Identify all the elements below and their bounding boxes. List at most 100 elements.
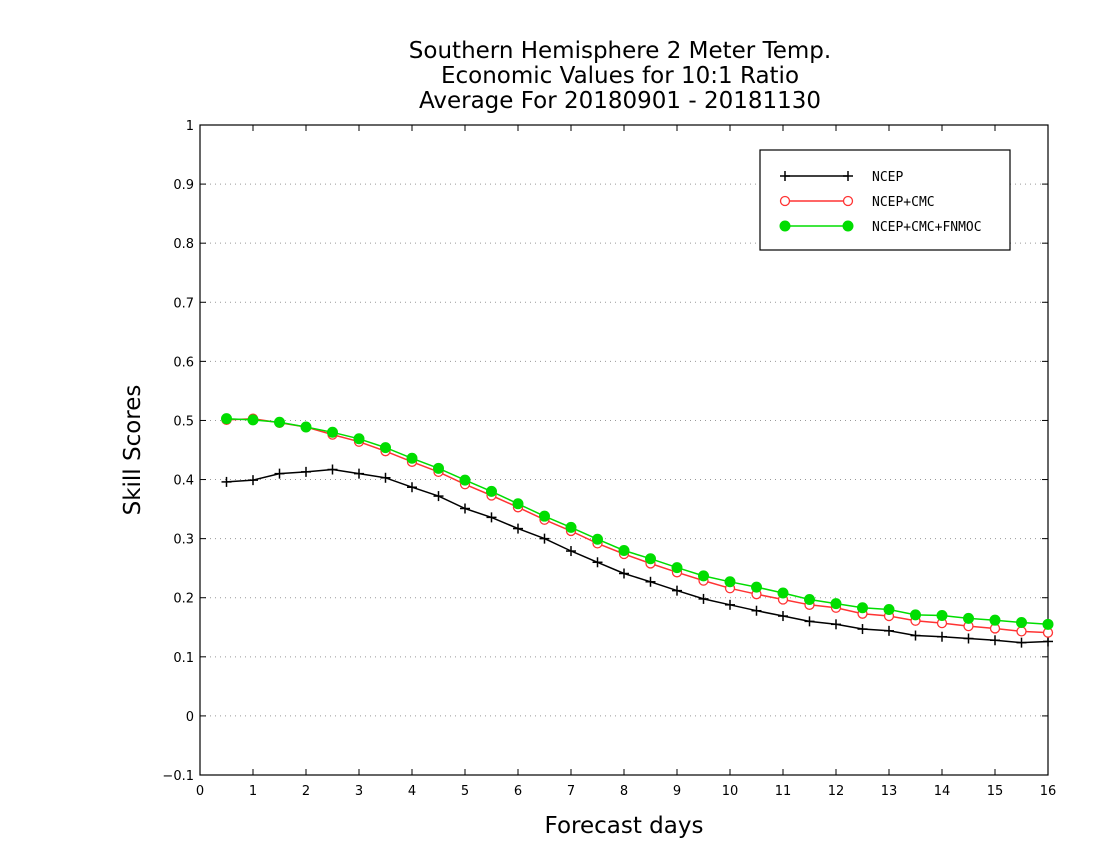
data-point xyxy=(751,605,762,616)
x-tick-label: 11 xyxy=(775,784,792,799)
x-tick-label: 4 xyxy=(408,784,416,799)
data-point xyxy=(751,581,762,593)
data-point xyxy=(513,523,523,534)
series-ncep xyxy=(221,464,1053,648)
x-tick-label: 8 xyxy=(620,784,628,799)
legend-label: NCEP+CMC+FNMOC xyxy=(872,220,982,235)
y-tick-label: 0.8 xyxy=(173,237,194,252)
data-point xyxy=(645,576,656,587)
data-point xyxy=(619,568,629,579)
chart-title-line: Economic Values for 10:1 Ratio xyxy=(441,63,799,89)
x-tick-label: 16 xyxy=(1040,784,1057,799)
x-tick-label: 15 xyxy=(987,784,1004,799)
data-point xyxy=(698,593,709,604)
data-point xyxy=(910,609,921,621)
y-tick-label: 0.5 xyxy=(173,414,194,429)
data-point xyxy=(327,464,338,475)
data-point xyxy=(672,585,682,596)
chart-title: Southern Hemisphere 2 Meter Temp.Economi… xyxy=(409,38,831,114)
x-tick-label: 0 xyxy=(196,784,204,799)
data-point xyxy=(936,609,948,621)
data-point xyxy=(910,630,921,641)
legend-label: NCEP xyxy=(872,170,903,185)
x-tick-label: 10 xyxy=(722,784,739,799)
data-point xyxy=(407,482,417,493)
x-tick-label: 2 xyxy=(302,784,310,799)
data-point xyxy=(1016,626,1027,637)
data-point xyxy=(460,503,470,514)
data-point xyxy=(380,472,391,483)
series-ncep-cmc xyxy=(221,413,1054,638)
data-point xyxy=(221,476,232,487)
data-point xyxy=(989,614,1001,626)
data-point xyxy=(778,611,788,622)
series-line xyxy=(226,417,1049,626)
x-tick-label: 6 xyxy=(514,784,522,799)
data-point xyxy=(1016,637,1027,648)
data-point xyxy=(804,616,815,627)
x-tick-label: 12 xyxy=(828,784,845,799)
legend-marker xyxy=(843,171,853,181)
data-point xyxy=(221,413,232,425)
data-point xyxy=(698,570,709,582)
data-point xyxy=(406,452,418,464)
y-tick-label: 0.2 xyxy=(173,592,194,607)
x-tick-label: 13 xyxy=(881,784,898,799)
y-tick-label: 1 xyxy=(186,119,194,134)
data-point xyxy=(1042,618,1054,630)
legend-marker xyxy=(842,195,854,207)
data-point xyxy=(353,433,365,445)
y-tick-label: −0.1 xyxy=(162,769,194,784)
y-tick-label: 0.1 xyxy=(173,651,194,666)
data-point xyxy=(831,619,841,630)
x-tick-label: 14 xyxy=(934,784,951,799)
data-point xyxy=(248,475,258,486)
data-point xyxy=(645,553,656,565)
data-point xyxy=(777,587,789,599)
series-line xyxy=(226,468,1049,644)
data-point xyxy=(990,635,1000,646)
x-tick-label: 7 xyxy=(567,784,575,799)
data-point xyxy=(433,462,444,474)
series-ncep-cmc-fnmoc xyxy=(221,413,1054,630)
data-point xyxy=(857,624,868,635)
data-point xyxy=(963,633,974,644)
legend-marker xyxy=(779,220,791,232)
x-tick-label: 1 xyxy=(249,784,257,799)
data-point xyxy=(539,510,550,522)
data-point xyxy=(804,594,815,605)
data-point xyxy=(1043,636,1053,647)
data-point xyxy=(565,521,577,533)
x-tick-label: 3 xyxy=(355,784,363,799)
x-axis-title: Forecast days xyxy=(545,813,704,839)
data-point xyxy=(301,466,311,477)
y-axis-title: Skill Scores xyxy=(120,385,146,516)
data-series xyxy=(221,413,1054,648)
data-point xyxy=(592,557,603,568)
data-point xyxy=(486,512,497,523)
data-point xyxy=(539,533,550,544)
legend-marker xyxy=(780,171,790,181)
x-tick-label: 5 xyxy=(461,784,469,799)
legend-item: NCEP+CMC xyxy=(779,195,935,210)
data-point xyxy=(884,625,894,636)
legend-box xyxy=(759,149,1011,251)
chart-title-line: Southern Hemisphere 2 Meter Temp. xyxy=(409,38,831,64)
y-tick-label: 0 xyxy=(186,710,194,725)
data-point xyxy=(857,602,868,614)
data-point xyxy=(380,442,391,454)
data-point xyxy=(724,576,736,588)
data-point xyxy=(433,491,444,502)
y-tick-label: 0.4 xyxy=(173,474,194,489)
legend: NCEP NCEP+CMC NCEP+CMC+FNMOC xyxy=(759,149,1011,251)
data-point xyxy=(327,426,338,438)
x-tick-label: 9 xyxy=(673,784,681,799)
data-point xyxy=(247,414,259,426)
chart-title-line: Average For 20180901 - 20181130 xyxy=(419,88,821,114)
data-point xyxy=(592,533,603,545)
y-axis: −0.1 0 0.1 0.2 0.3 0.4 0.5 0.6 0.7 0.8 0.9 1 xyxy=(162,119,1048,784)
data-point xyxy=(274,416,285,428)
data-point xyxy=(300,421,312,433)
data-point xyxy=(618,544,630,556)
